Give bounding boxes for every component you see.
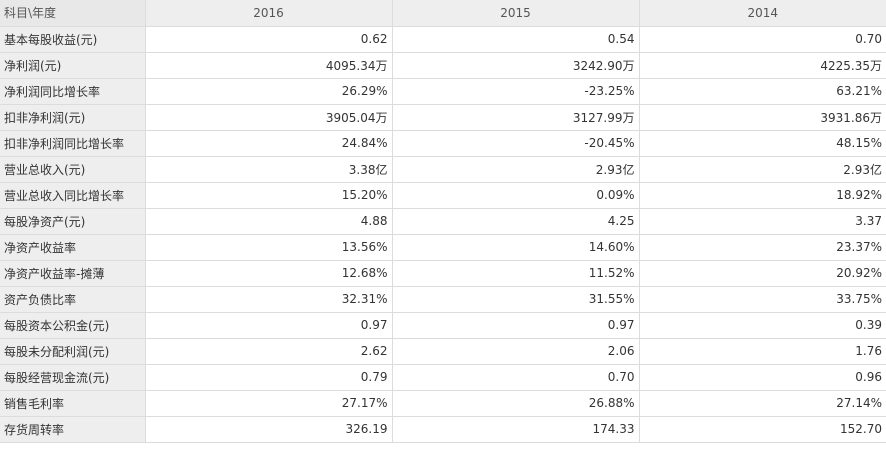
row-label: 净利润(元) — [0, 52, 146, 79]
table-row: 每股净资产(元) 4.88 4.25 3.37 — [0, 208, 886, 235]
row-label: 基本每股收益(元) — [0, 26, 146, 53]
table-row: 扣非净利润同比增长率 24.84% -20.45% 48.15% — [0, 130, 886, 157]
value-cell-2015: 3127.99万 — [392, 104, 640, 131]
table-row: 每股未分配利润(元) 2.62 2.06 1.76 — [0, 338, 886, 365]
value-cell-2014: 27.14% — [639, 390, 886, 417]
value-cell-2016: 0.62 — [145, 26, 393, 53]
value-cell-2016: 326.19 — [145, 416, 393, 443]
value-cell-2016: 15.20% — [145, 182, 393, 209]
year-header-2015: 2015 — [392, 0, 640, 27]
value-cell-2014: 2.93亿 — [639, 156, 886, 183]
value-cell-2016: 26.29% — [145, 78, 393, 105]
row-label: 存货周转率 — [0, 416, 146, 443]
table-row: 净资产收益率 13.56% 14.60% 23.37% — [0, 234, 886, 261]
table-body: 基本每股收益(元) 0.62 0.54 0.70 净利润(元) 4095.34万 3242.… — [0, 26, 886, 443]
value-cell-2015: 4.25 — [392, 208, 640, 235]
table-header: 科目\年度 2016 2015 2014 — [0, 0, 886, 27]
value-cell-2015: 14.60% — [392, 234, 640, 261]
value-cell-2015: -23.25% — [392, 78, 640, 105]
row-label: 净利润同比增长率 — [0, 78, 146, 105]
financial-indicators-table: 科目\年度 2016 2015 2014 基本每股收益(元) 0.62 0.54 0.… — [0, 0, 886, 443]
value-cell-2015: 2.06 — [392, 338, 640, 365]
table-row: 扣非净利润(元) 3905.04万 3127.99万 3931.86万 — [0, 104, 886, 131]
year-header-2016: 2016 — [145, 0, 393, 27]
row-label: 扣非净利润(元) — [0, 104, 146, 131]
row-label: 资产负债比率 — [0, 286, 146, 313]
value-cell-2016: 3.38亿 — [145, 156, 393, 183]
value-cell-2014: 1.76 — [639, 338, 886, 365]
value-cell-2016: 24.84% — [145, 130, 393, 157]
table-row: 净利润同比增长率 26.29% -23.25% 63.21% — [0, 78, 886, 105]
value-cell-2014: 0.39 — [639, 312, 886, 339]
value-cell-2016: 0.79 — [145, 364, 393, 391]
table-row: 销售毛利率 27.17% 26.88% 27.14% — [0, 390, 886, 417]
value-cell-2015: 26.88% — [392, 390, 640, 417]
value-cell-2014: 3931.86万 — [639, 104, 886, 131]
value-cell-2016: 13.56% — [145, 234, 393, 261]
value-cell-2016: 12.68% — [145, 260, 393, 287]
value-cell-2015: 0.97 — [392, 312, 640, 339]
value-cell-2016: 4095.34万 — [145, 52, 393, 79]
row-label: 净资产收益率-摊薄 — [0, 260, 146, 287]
value-cell-2015: 11.52% — [392, 260, 640, 287]
value-cell-2014: 33.75% — [639, 286, 886, 313]
table-row: 基本每股收益(元) 0.62 0.54 0.70 — [0, 26, 886, 53]
value-cell-2014: 23.37% — [639, 234, 886, 261]
value-cell-2015: 0.70 — [392, 364, 640, 391]
table-row: 资产负债比率 32.31% 31.55% 33.75% — [0, 286, 886, 313]
value-cell-2015: 2.93亿 — [392, 156, 640, 183]
row-label: 每股未分配利润(元) — [0, 338, 146, 365]
table-row: 净资产收益率-摊薄 12.68% 11.52% 20.92% — [0, 260, 886, 287]
value-cell-2015: 174.33 — [392, 416, 640, 443]
value-cell-2014: 152.70 — [639, 416, 886, 443]
table-row: 每股资本公积金(元) 0.97 0.97 0.39 — [0, 312, 886, 339]
row-label: 每股资本公积金(元) — [0, 312, 146, 339]
value-cell-2015: 3242.90万 — [392, 52, 640, 79]
value-cell-2016: 4.88 — [145, 208, 393, 235]
value-cell-2014: 4225.35万 — [639, 52, 886, 79]
value-cell-2016: 0.97 — [145, 312, 393, 339]
row-label: 营业总收入(元) — [0, 156, 146, 183]
corner-header: 科目\年度 — [0, 0, 146, 27]
year-header-2014: 2014 — [639, 0, 886, 27]
table-row: 存货周转率 326.19 174.33 152.70 — [0, 416, 886, 443]
row-label: 每股净资产(元) — [0, 208, 146, 235]
table-row: 每股经营现金流(元) 0.79 0.70 0.96 — [0, 364, 886, 391]
value-cell-2015: 0.09% — [392, 182, 640, 209]
value-cell-2014: 0.70 — [639, 26, 886, 53]
value-cell-2016: 27.17% — [145, 390, 393, 417]
value-cell-2015: 31.55% — [392, 286, 640, 313]
row-label: 扣非净利润同比增长率 — [0, 130, 146, 157]
value-cell-2016: 2.62 — [145, 338, 393, 365]
value-cell-2015: -20.45% — [392, 130, 640, 157]
value-cell-2015: 0.54 — [392, 26, 640, 53]
row-label: 净资产收益率 — [0, 234, 146, 261]
value-cell-2014: 0.96 — [639, 364, 886, 391]
value-cell-2014: 3.37 — [639, 208, 886, 235]
value-cell-2016: 3905.04万 — [145, 104, 393, 131]
row-label: 销售毛利率 — [0, 390, 146, 417]
row-label: 每股经营现金流(元) — [0, 364, 146, 391]
value-cell-2016: 32.31% — [145, 286, 393, 313]
table-row: 营业总收入(元) 3.38亿 2.93亿 2.93亿 — [0, 156, 886, 183]
value-cell-2014: 63.21% — [639, 78, 886, 105]
row-label: 营业总收入同比增长率 — [0, 182, 146, 209]
value-cell-2014: 18.92% — [639, 182, 886, 209]
table-row: 营业总收入同比增长率 15.20% 0.09% 18.92% — [0, 182, 886, 209]
value-cell-2014: 20.92% — [639, 260, 886, 287]
table-row: 净利润(元) 4095.34万 3242.90万 4225.35万 — [0, 52, 886, 79]
header-row: 科目\年度 2016 2015 2014 — [0, 0, 886, 27]
value-cell-2014: 48.15% — [639, 130, 886, 157]
